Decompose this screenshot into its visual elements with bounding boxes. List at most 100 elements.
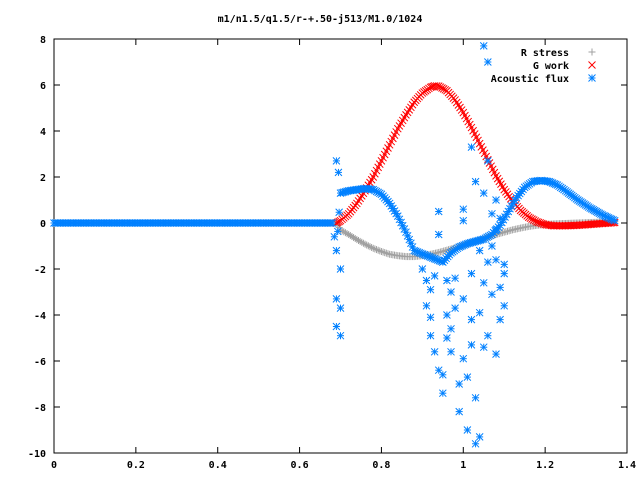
data-point — [422, 276, 431, 285]
x-tick-label: 0 — [51, 460, 57, 471]
data-point — [496, 283, 504, 292]
y-tick-label: 8 — [40, 35, 46, 46]
data-point — [443, 276, 451, 285]
data-point — [488, 209, 496, 218]
data-point — [333, 227, 342, 236]
data-point — [455, 407, 464, 416]
data-point — [492, 226, 500, 234]
data-point — [447, 288, 455, 296]
data-point — [459, 354, 468, 363]
x-tick-label: 1.2 — [536, 460, 554, 471]
data-point — [471, 393, 480, 402]
data-point — [336, 265, 345, 273]
data-point — [336, 331, 345, 340]
data-point — [366, 243, 374, 251]
data-point — [376, 247, 384, 255]
data-point — [426, 313, 435, 322]
data-point — [475, 308, 484, 317]
data-point — [483, 331, 492, 340]
data-point — [500, 260, 509, 269]
x-tick-label: 1 — [460, 460, 466, 471]
y-tick-label: 0 — [40, 219, 46, 230]
series-acoustic-flux — [50, 42, 619, 448]
data-point — [610, 216, 619, 225]
data-point — [434, 230, 443, 239]
data-point — [426, 285, 435, 294]
data-point — [426, 331, 435, 340]
data-point — [459, 205, 468, 214]
data-point — [492, 350, 500, 358]
data-point — [467, 143, 476, 151]
data-point — [438, 389, 447, 398]
x-tick-label: 1.4 — [618, 460, 636, 471]
y-tick-label: 4 — [40, 127, 46, 138]
data-point — [369, 244, 377, 252]
data-point — [471, 439, 480, 448]
data-point — [332, 246, 341, 255]
data-point — [379, 248, 387, 256]
data-point — [467, 341, 476, 349]
data-point — [426, 83, 435, 92]
y-tick-label: -6 — [34, 357, 46, 368]
data-point — [381, 249, 389, 257]
data-point — [434, 207, 443, 216]
data-point — [430, 347, 439, 356]
data-point — [488, 290, 496, 299]
legend-marker — [588, 61, 596, 69]
data-point — [451, 304, 459, 312]
data-point — [479, 343, 488, 352]
data-point — [332, 157, 341, 165]
data-point — [483, 157, 492, 165]
data-point — [374, 246, 382, 254]
data-point — [483, 58, 492, 66]
y-tick-label: -2 — [34, 265, 46, 276]
data-point — [496, 315, 504, 324]
legend-marker — [588, 74, 596, 82]
data-point — [382, 249, 390, 257]
y-tick-label: -8 — [34, 403, 46, 414]
y-tick-label: -10 — [28, 449, 46, 460]
x-tick-label: 0.4 — [209, 460, 227, 471]
plot-area — [50, 42, 619, 448]
data-point — [500, 269, 509, 278]
data-point — [467, 315, 476, 324]
data-point — [443, 334, 451, 342]
y-tick-label: 6 — [40, 81, 46, 92]
plot-frame — [53, 38, 628, 454]
data-point — [422, 301, 431, 310]
data-point — [500, 301, 509, 310]
data-point — [364, 242, 372, 250]
x-tick-label: 0.2 — [127, 460, 145, 471]
chart-title: m1/n1.5/q1.5/r-+.50-j513/M1.0/1024 — [218, 13, 423, 25]
axis-ticks: 0 0.2 0.4 0.6 0.8 1 1.2 1.4 8 6 4 2 0 -2 -4 -6 -8 -10 — [28, 35, 636, 471]
data-point — [463, 373, 472, 381]
data-point — [455, 380, 464, 388]
data-point — [483, 258, 492, 266]
data-point — [475, 246, 484, 255]
data-point — [328, 219, 337, 227]
data-point — [479, 278, 488, 287]
data-point — [488, 242, 496, 250]
legend-label: R stress — [521, 48, 569, 59]
data-point — [371, 245, 379, 253]
data-point — [359, 239, 367, 247]
data-point — [430, 272, 439, 280]
legend-label: G work — [533, 61, 569, 72]
series-g-work — [332, 82, 619, 230]
data-point — [332, 295, 341, 303]
data-point — [418, 265, 427, 273]
data-point — [475, 433, 484, 441]
data-point — [467, 269, 476, 278]
y-tick-label: 2 — [40, 173, 46, 184]
data-point — [363, 241, 371, 249]
data-point — [459, 216, 468, 225]
data-point — [463, 426, 472, 434]
data-point — [438, 370, 447, 379]
data-point — [377, 248, 385, 256]
data-point — [443, 311, 451, 319]
data-point — [492, 255, 500, 264]
data-point — [334, 168, 343, 177]
data-point — [384, 250, 392, 258]
